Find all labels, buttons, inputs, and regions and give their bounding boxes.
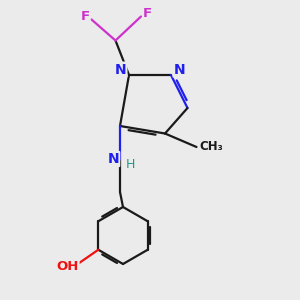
Text: OH: OH [56,260,79,273]
Text: N: N [115,63,126,76]
Text: F: F [143,7,152,20]
Text: H: H [126,158,135,171]
Text: F: F [80,10,89,23]
Text: N: N [108,152,119,166]
Text: CH₃: CH₃ [200,140,224,154]
Text: N: N [174,63,185,76]
